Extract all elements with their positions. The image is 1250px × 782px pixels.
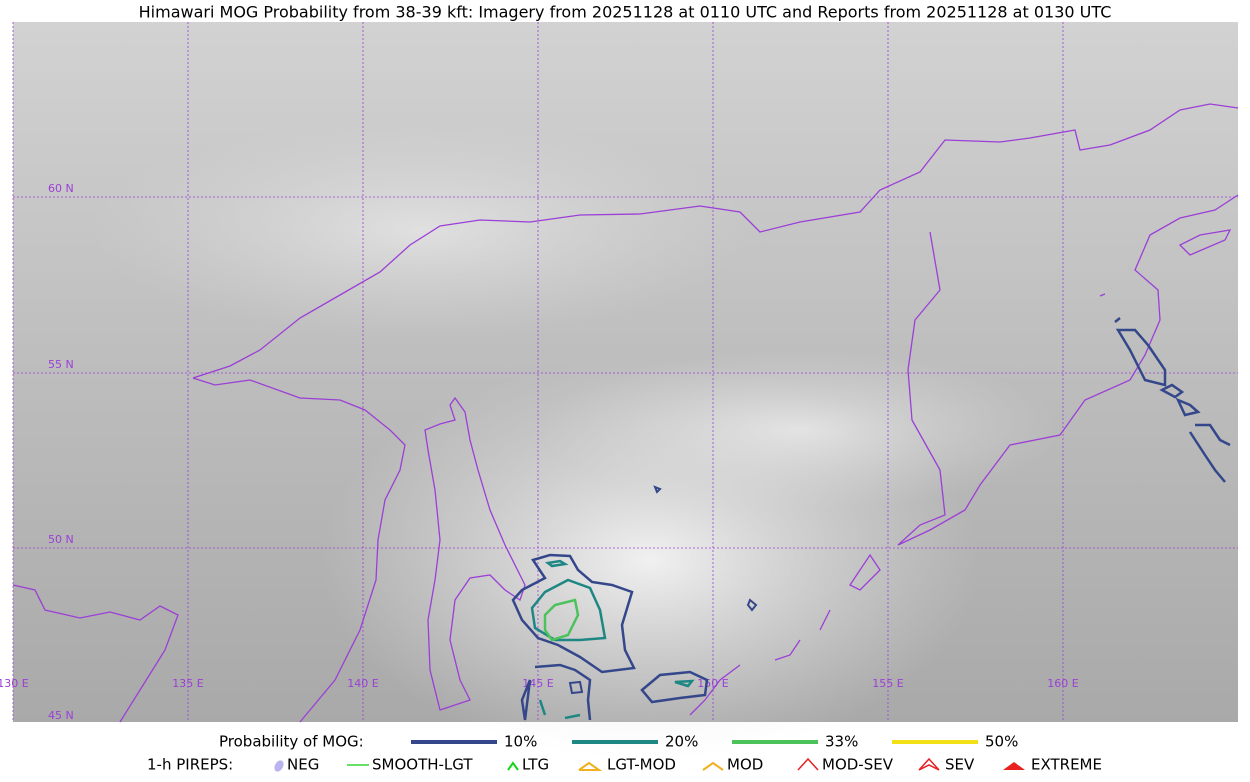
lat-label: 45 N xyxy=(48,709,74,722)
legend-symbol xyxy=(1003,762,1025,770)
legend-label: MOD xyxy=(727,756,763,774)
coastlines xyxy=(12,103,1239,723)
legend-label: MOD-SEV xyxy=(822,756,894,774)
legend: Probability of MOG: 10% 20% 33% 50% 1-h PIREP… xyxy=(147,733,1102,774)
lat-label: 50 N xyxy=(48,533,74,546)
legend-symbol xyxy=(797,757,819,771)
legend-title: Probability of MOG: xyxy=(219,733,364,751)
cloud xyxy=(90,120,750,340)
lon-label: 135 E xyxy=(172,677,203,690)
legend-title: 1-h PIREPS: xyxy=(147,756,233,774)
lon-label: 160 E xyxy=(1047,677,1078,690)
lat-label: 60 N xyxy=(48,182,74,195)
legend-symbol xyxy=(507,761,519,771)
mog-contours xyxy=(511,317,1231,721)
lon-label: 140 E xyxy=(347,677,378,690)
title: Himawari MOG Probability from 38-39 kft:… xyxy=(139,3,1112,22)
legend-label: SEV xyxy=(945,756,975,774)
legend-label: 50% xyxy=(985,733,1018,751)
legend-label: 10% xyxy=(504,733,537,751)
legend-symbol xyxy=(918,757,940,771)
lon-label: 130 E xyxy=(0,677,29,690)
lon-label: 155 E xyxy=(872,677,903,690)
cloud xyxy=(540,350,1060,510)
legend-label: SMOOTH-LGT xyxy=(372,756,473,774)
legend-label: 33% xyxy=(825,733,858,751)
legend-label: EXTREME xyxy=(1031,756,1102,774)
lat-label: 55 N xyxy=(48,358,74,371)
legend-symbol xyxy=(274,760,284,772)
legend-symbol xyxy=(702,761,724,771)
legend-label: LTG xyxy=(522,756,549,774)
legend-label: NEG xyxy=(287,756,319,774)
legend-symbol xyxy=(578,761,603,771)
legend-label: 20% xyxy=(665,733,698,751)
legend-label: LGT-MOD xyxy=(607,756,676,774)
